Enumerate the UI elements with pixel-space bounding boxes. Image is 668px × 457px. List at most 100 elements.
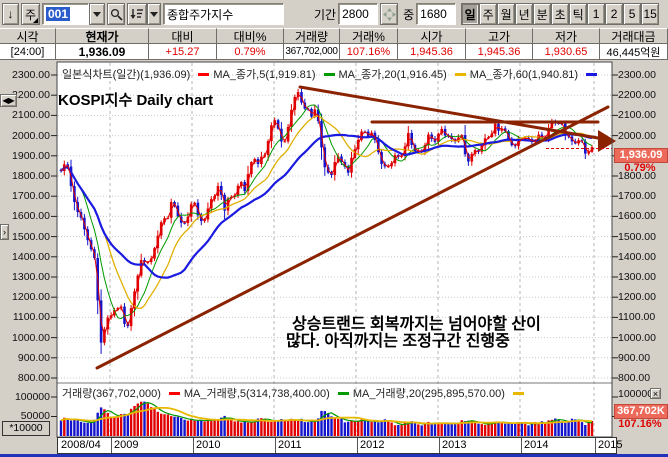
volume-bar <box>423 422 427 436</box>
interval-button-초[interactable]: 초 <box>551 3 570 25</box>
price-axis-label-left: 1200.00 <box>12 291 50 304</box>
volume-bar <box>256 418 260 436</box>
volume-bar <box>403 421 407 436</box>
volume-bar <box>504 423 507 436</box>
interval-button-5[interactable]: 5 <box>623 3 642 25</box>
ma20-line <box>60 104 593 320</box>
x-axis-tick <box>595 438 596 453</box>
current-price-marker: 1,936.09 <box>614 148 668 163</box>
quote-value-cell: 1,936.09 <box>56 44 149 60</box>
sort-list-button[interactable] <box>127 3 147 25</box>
volume-bar <box>296 420 300 436</box>
volume-bar <box>557 419 560 436</box>
price-axis-label-right: 1500.00 <box>618 230 656 243</box>
volume-bar <box>129 408 133 436</box>
code-dropdown-button[interactable] <box>89 3 105 25</box>
volume-bar <box>236 421 240 436</box>
interval-button-주[interactable]: 주 <box>479 3 498 25</box>
volume-bar <box>290 418 293 436</box>
price-chart-canvas[interactable] <box>0 60 668 457</box>
volume-bar <box>166 414 170 436</box>
quote-value-cell: 46,445억원 <box>600 44 668 60</box>
volume-multiplier-label: *10000 <box>2 421 50 436</box>
volume-bar <box>497 422 500 436</box>
interval-button-년[interactable]: 년 <box>515 3 534 25</box>
interval-button-group: 일 주 월 년 분 초 틱 1 2 5 15 <box>461 3 660 25</box>
interval-button-일[interactable]: 일 <box>461 3 480 25</box>
volume-bar <box>367 421 370 436</box>
interval-button-월[interactable]: 월 <box>497 3 516 25</box>
interval-button-2[interactable]: 2 <box>605 3 624 25</box>
volume-bar <box>430 424 433 436</box>
volume-bar <box>103 409 106 436</box>
price-axis-label-left: 1800.00 <box>12 170 50 182</box>
price-axis-label-left: 1500.00 <box>12 230 50 243</box>
interval-button-분[interactable]: 분 <box>533 3 552 25</box>
volume-bar <box>176 416 180 436</box>
plot-background <box>57 62 612 437</box>
load-button[interactable]: ↓ <box>2 3 19 25</box>
volume-bar <box>213 419 216 436</box>
volume-bar <box>63 417 66 436</box>
quote-header-cell: 거래량 <box>284 28 340 44</box>
interval-button-1[interactable]: 1 <box>587 3 606 25</box>
price-axis-label-right: 1600.00 <box>618 210 656 223</box>
week-menu-button[interactable]: 주 <box>21 3 40 25</box>
volume-bar <box>383 419 387 436</box>
volume-bar <box>210 421 213 436</box>
change-pct-marker: 0.79% <box>624 162 656 174</box>
period-input[interactable]: 2800 <box>338 3 379 25</box>
volume-bar <box>323 411 326 436</box>
volume-close-button[interactable]: × <box>650 388 661 399</box>
code-input[interactable]: 001 <box>42 3 89 25</box>
volume-bar <box>200 420 203 436</box>
x-axis-label: 2010 <box>196 439 221 451</box>
volume-bar <box>397 425 400 436</box>
volume-bar <box>170 416 173 436</box>
price-legend-item-label: MA_종가,20(1,916.45) <box>338 69 447 81</box>
volume-bar <box>293 420 296 436</box>
quote-value-cell: 0.79% <box>217 44 284 60</box>
search-icon <box>110 8 123 21</box>
volume-bar <box>126 414 129 436</box>
volume-bar <box>387 420 390 436</box>
expand-panel-button[interactable]: › <box>0 224 9 240</box>
down-arrow-icon: ↓ <box>7 7 14 21</box>
volume-bar <box>427 421 430 436</box>
volume-legend-item-dash-icon <box>512 391 524 395</box>
price-legend-item-label: 일본식차트(일간)(1,936.09) <box>62 69 191 81</box>
volume-bar <box>93 419 96 436</box>
fit-button[interactable] <box>380 3 399 25</box>
interval-button-틱[interactable]: 틱 <box>569 3 588 25</box>
volume-bar <box>390 422 393 436</box>
volume-legend-item-dash-icon <box>337 391 349 395</box>
volume-bar <box>183 419 186 436</box>
ma5-line <box>60 93 593 337</box>
quote-header-cell: 대비 <box>149 28 217 44</box>
volume-bar <box>99 407 103 436</box>
quote-header-cell: 현재가 <box>56 28 149 44</box>
count-input[interactable]: 1680 <box>416 3 457 25</box>
volume-bar <box>530 423 534 436</box>
search-button[interactable] <box>107 3 125 25</box>
volume-bar <box>590 421 594 436</box>
quote-header-cell: 거래대금 <box>600 28 668 44</box>
volume-bar <box>250 422 253 436</box>
sort-dropdown-button[interactable] <box>147 3 161 25</box>
volume-bar <box>514 422 517 436</box>
scroll-left-right-button[interactable]: ◀▶ <box>0 94 17 107</box>
volume-bar <box>240 422 243 436</box>
volume-bar <box>123 413 126 436</box>
volume-bar <box>340 418 343 436</box>
quote-value-cell: [24:00] <box>0 44 56 60</box>
interval-button-15[interactable]: 15 <box>641 3 660 25</box>
volume-bar <box>460 420 463 436</box>
quote-header-cell: 시가 <box>398 28 466 44</box>
volume-bar <box>470 420 473 436</box>
price-legend: 일본식차트(일간)(1,936.09) MA_종가,5(1,919.81) MA_종… <box>62 66 601 82</box>
volume-bar <box>447 423 450 436</box>
symbol-name-input[interactable]: 종합주가지수 <box>163 3 284 25</box>
price-axis-label-left: 1300.00 <box>12 271 50 283</box>
volume-bar <box>260 418 263 436</box>
